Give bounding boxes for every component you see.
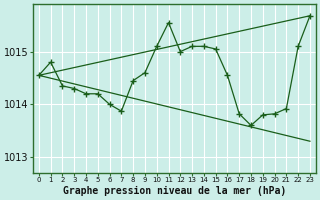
X-axis label: Graphe pression niveau de la mer (hPa): Graphe pression niveau de la mer (hPa) (63, 186, 286, 196)
